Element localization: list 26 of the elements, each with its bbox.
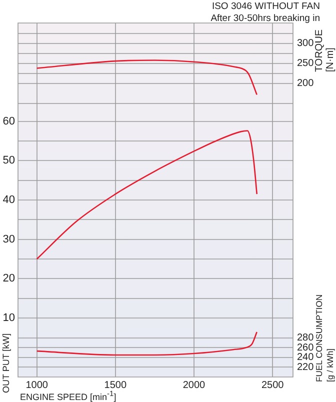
y3-tick-label: 240 [297, 352, 314, 364]
x-tick-label: 2500 [261, 380, 284, 391]
y-axis-title: OUT PUT [kW] [1, 333, 11, 393]
y-tick-label: 60 [2, 115, 15, 128]
y3-axis-title: FUEL CONSUMPTION [g / kWh] [314, 293, 336, 382]
y2-tick-label: 300 [297, 38, 314, 50]
y-tick-label: 30 [2, 233, 15, 246]
y-tick-label: 20 [2, 272, 15, 285]
y2-tick-label: 250 [297, 58, 314, 70]
line-series [36, 331, 258, 356]
y2-axis-title: TORQUE [N·m] [314, 29, 336, 72]
y-tick-label: 50 [2, 154, 15, 167]
x-axis-title: ENGINE SPEED [min$^{-1}$] [20, 389, 116, 402]
chart-subtitle: After 30-50hrs breaking in [210, 13, 320, 24]
y-tick-label: 40 [2, 194, 15, 206]
x-tick-label: 1500 [104, 380, 127, 391]
x-tick-label: 2000 [182, 380, 206, 391]
y2-tick-label: 200 [297, 78, 314, 90]
line-series [36, 60, 258, 96]
y3-tick-label: 220 [297, 362, 314, 373]
chart-title: ISO 3046 WITHOUT FAN [212, 1, 320, 12]
y3-tick-label: 280 [297, 332, 314, 344]
line-series [36, 130, 258, 260]
y3-tick-label: 260 [297, 342, 314, 354]
y-tick-label: 10 [2, 312, 15, 324]
x-tick-label: 1000 [26, 380, 48, 391]
